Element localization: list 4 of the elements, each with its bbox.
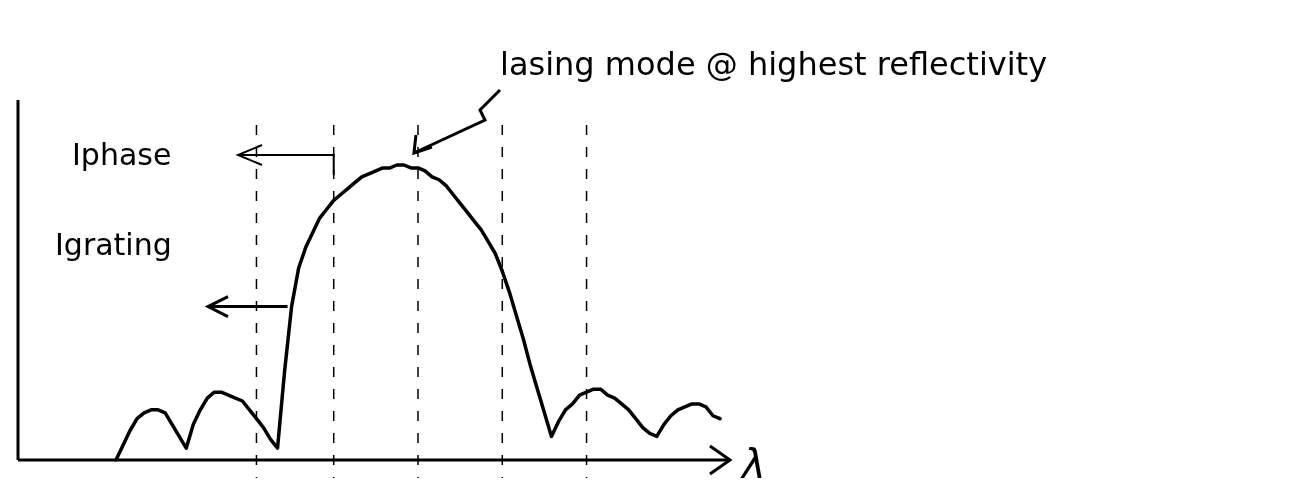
- x-axis-title: λ: [740, 441, 766, 487]
- annotation: Iphase: [72, 137, 172, 172]
- annotation: Igrating: [55, 227, 172, 262]
- text: lasing mode @ highest reflectivity: [500, 45, 1048, 83]
